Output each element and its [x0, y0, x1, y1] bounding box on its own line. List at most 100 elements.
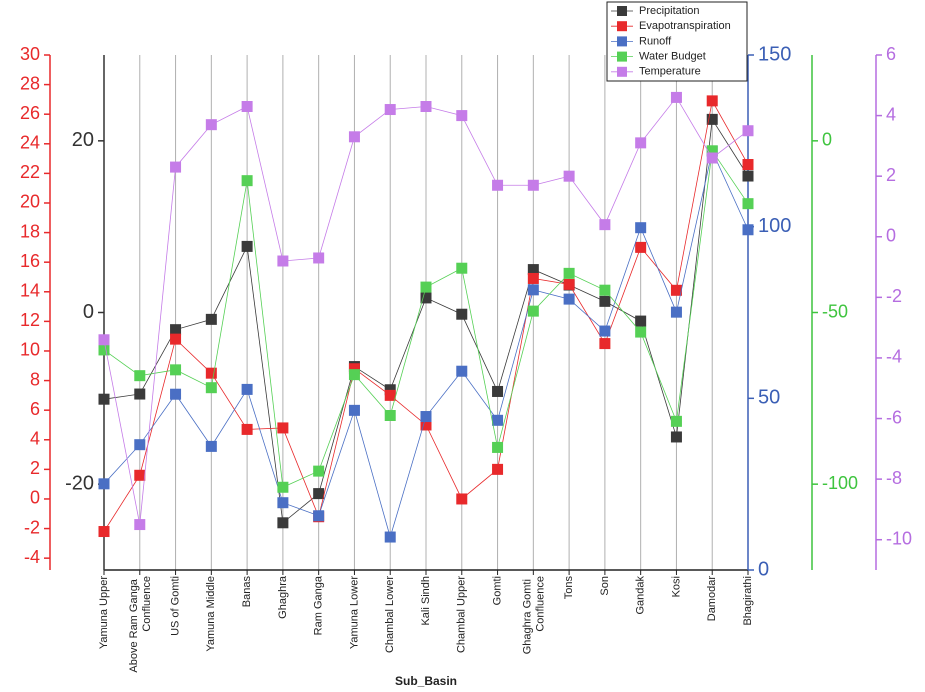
- y-tick-label: 0: [30, 488, 40, 508]
- marker: [277, 517, 289, 529]
- marker: [670, 284, 682, 296]
- y-tick-label: 6: [30, 399, 40, 419]
- marker: [742, 224, 754, 236]
- marker: [241, 423, 253, 435]
- marker: [635, 326, 647, 338]
- marker: [134, 469, 146, 481]
- y-tick-label: 16: [20, 251, 40, 271]
- legend-label: Water Budget: [639, 51, 706, 63]
- y-tick-label: -10: [886, 528, 912, 548]
- marker: [599, 325, 611, 337]
- marker: [170, 324, 182, 336]
- y-tick-label: 0: [886, 226, 896, 246]
- marker: [277, 481, 289, 493]
- marker: [420, 419, 432, 431]
- legend-marker: [617, 66, 627, 77]
- legend-marker: [617, 51, 627, 62]
- marker: [384, 410, 396, 421]
- marker: [563, 278, 575, 290]
- x-tick-label: Ghaghra Gomti Confluence: [521, 576, 546, 654]
- marker: [492, 385, 504, 397]
- marker: [384, 384, 396, 396]
- marker: [313, 465, 325, 477]
- marker: [170, 388, 182, 400]
- y-tick-label: 28: [20, 73, 40, 93]
- marker: [635, 222, 647, 234]
- y-tick-label: 14: [20, 281, 40, 301]
- marker: [420, 292, 432, 304]
- marker: [241, 240, 253, 252]
- marker: [563, 170, 575, 182]
- marker: [527, 264, 539, 276]
- x-axis-title: Sub_Basin: [395, 674, 457, 688]
- marker: [205, 313, 217, 325]
- marker: [384, 531, 396, 543]
- x-tick-label: US of Gomti: [169, 576, 181, 636]
- y-tick-label: 0: [822, 130, 832, 150]
- y-tick-label: -8: [886, 468, 902, 488]
- marker: [241, 101, 253, 112]
- marker: [492, 414, 504, 426]
- x-tick-label: Yamuna Lower: [348, 576, 360, 650]
- marker: [313, 488, 325, 500]
- marker: [277, 255, 289, 267]
- y-tick-label: 4: [30, 429, 40, 449]
- marker: [706, 152, 718, 164]
- x-tick-label: Tons: [563, 576, 575, 600]
- y-tick-label: 30: [20, 44, 40, 64]
- x-tick-label: Banas: [241, 576, 253, 608]
- marker: [742, 198, 754, 210]
- marker: [492, 463, 504, 475]
- x-tick-label-line: Confluence: [141, 576, 153, 632]
- marker: [670, 415, 682, 427]
- marker: [563, 267, 575, 279]
- y-tick-label: 22: [20, 162, 40, 182]
- marker: [98, 344, 110, 356]
- marker: [170, 333, 182, 345]
- y-tick-label: 12: [20, 310, 40, 330]
- marker: [706, 113, 718, 125]
- y-tick-label: 24: [20, 133, 40, 153]
- marker: [599, 295, 611, 307]
- y-tick-label: 4: [886, 104, 896, 124]
- y-tick-label: 26: [20, 103, 40, 123]
- x-tick-label: Kosi: [670, 576, 682, 597]
- marker: [134, 439, 146, 451]
- y-tick-label: 150: [758, 43, 791, 65]
- marker: [563, 293, 575, 305]
- x-tick-label: Yamuna Upper: [98, 576, 110, 650]
- marker: [670, 306, 682, 318]
- marker: [98, 334, 110, 346]
- legend-marker: [617, 36, 627, 47]
- marker: [205, 119, 217, 131]
- marker: [241, 175, 253, 187]
- y-tick-label: -100: [822, 473, 858, 493]
- legend-marker: [617, 6, 627, 16]
- marker: [134, 370, 146, 382]
- marker: [456, 493, 468, 505]
- marker: [348, 363, 360, 375]
- marker: [98, 478, 110, 490]
- marker: [599, 284, 611, 296]
- marker: [420, 411, 432, 423]
- marker: [742, 125, 754, 137]
- marker: [313, 252, 325, 264]
- marker: [742, 159, 754, 171]
- legend-label: Precipitation: [639, 5, 700, 17]
- marker: [706, 95, 718, 107]
- marker: [384, 104, 396, 116]
- y-tick-label: 20: [72, 129, 94, 151]
- marker: [527, 305, 539, 317]
- marker: [599, 338, 611, 350]
- x-tick-label-line: Ghaghra Gomti: [521, 576, 533, 654]
- marker: [420, 281, 432, 293]
- marker: [527, 272, 539, 284]
- y-tick-label: 18: [20, 221, 40, 241]
- marker: [456, 110, 468, 122]
- marker: [134, 388, 146, 400]
- marker: [384, 389, 396, 401]
- y-tick-label: 20: [20, 192, 40, 212]
- marker: [670, 91, 682, 103]
- x-tick-label-line: Above Ram Ganga: [128, 576, 140, 673]
- y-tick-label: -2: [886, 286, 902, 306]
